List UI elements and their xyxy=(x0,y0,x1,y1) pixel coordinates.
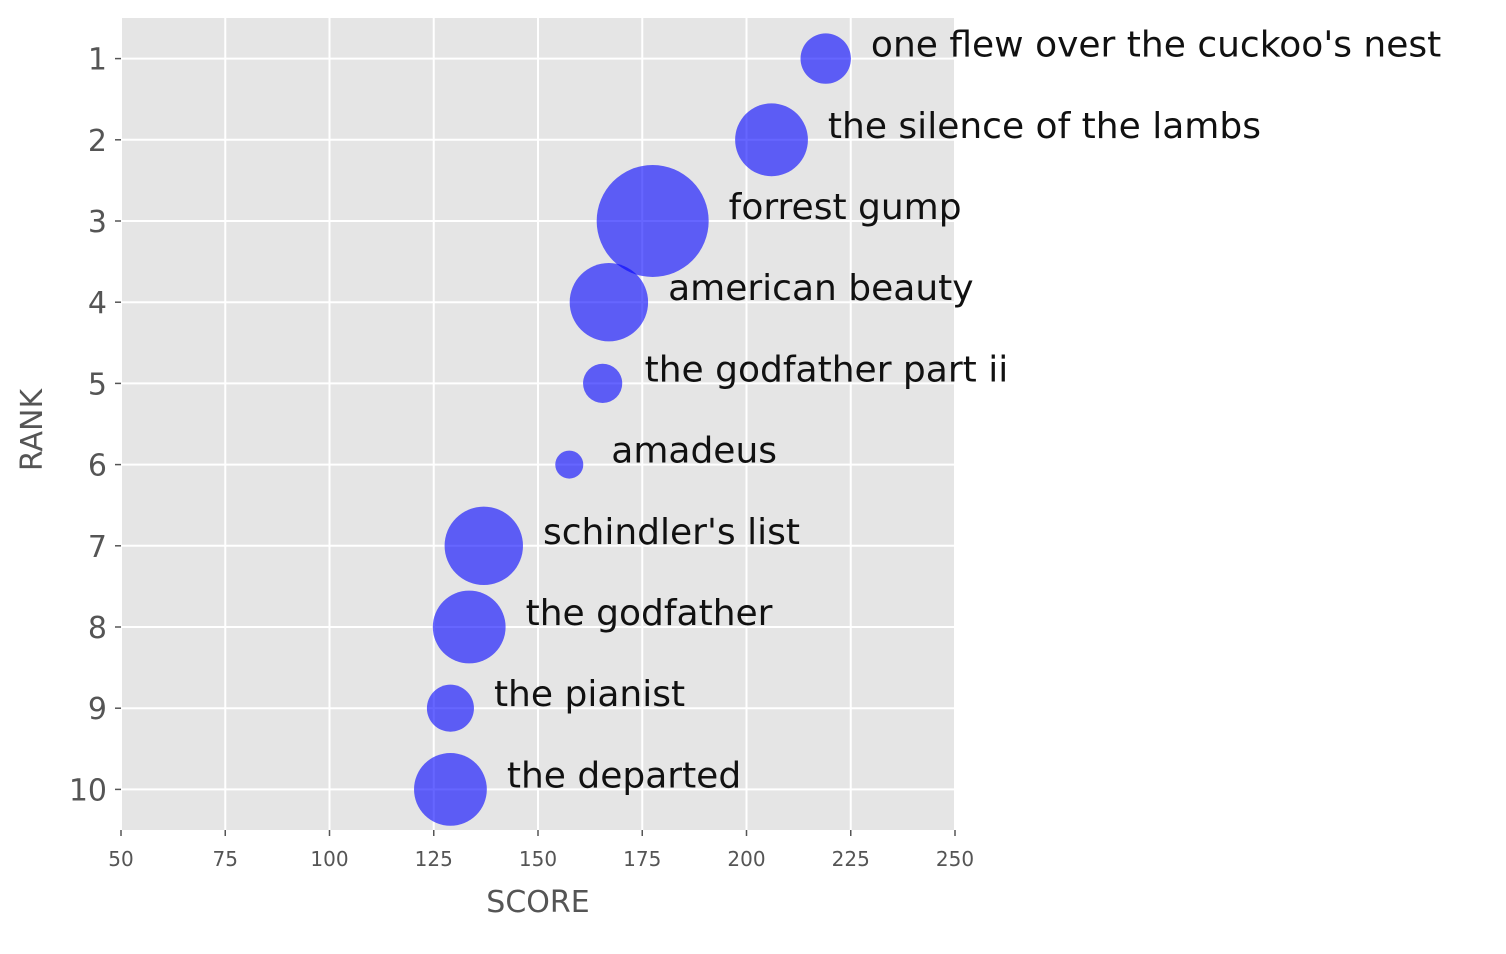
y-tick-label: 2 xyxy=(88,124,107,159)
y-tick-label: 10 xyxy=(69,773,107,808)
y-tick-label: 9 xyxy=(88,692,107,727)
point-label: the godfather part ii xyxy=(645,349,1009,390)
scatter-point xyxy=(414,753,487,826)
y-tick-label: 8 xyxy=(88,611,107,646)
point-label: american beauty xyxy=(668,268,974,309)
y-tick-label: 1 xyxy=(88,43,107,78)
x-axis-title: SCORE xyxy=(486,885,589,920)
point-label: the godfather xyxy=(526,593,773,634)
y-tick-label: 3 xyxy=(88,205,107,240)
point-label: one flew over the cuckoo's nest xyxy=(871,25,1441,66)
point-label: the silence of the lambs xyxy=(828,106,1261,147)
point-label: amadeus xyxy=(611,431,777,472)
scatter-point xyxy=(596,165,709,277)
y-axis-title: RANK xyxy=(15,388,50,472)
scatter-point xyxy=(555,450,584,479)
scatter-point xyxy=(444,506,523,585)
x-tick-label: 225 xyxy=(832,847,870,871)
scatter-point xyxy=(583,363,623,403)
y-tick-label: 7 xyxy=(88,530,107,565)
x-tick-label: 150 xyxy=(519,847,557,871)
x-tick-label: 200 xyxy=(727,847,765,871)
y-tick-label: 4 xyxy=(88,286,107,321)
point-label: forrest gump xyxy=(729,187,962,228)
x-tick-label: 175 xyxy=(623,847,661,871)
point-label: the departed xyxy=(507,755,741,796)
scatter-point xyxy=(800,33,851,84)
x-tick-label: 250 xyxy=(936,847,974,871)
scatter-point xyxy=(735,103,808,177)
y-tick-label: 6 xyxy=(88,449,107,484)
x-tick-label: 100 xyxy=(310,847,348,871)
x-tick-label: 125 xyxy=(415,847,453,871)
x-tick-label: 50 xyxy=(108,847,133,871)
point-label: the pianist xyxy=(494,674,685,715)
scatter-point xyxy=(426,684,474,732)
x-tick-label: 75 xyxy=(213,847,238,871)
scatter-point xyxy=(432,590,506,664)
scatter-point xyxy=(569,263,649,342)
y-tick-label: 5 xyxy=(88,367,107,402)
point-label: schindler's list xyxy=(543,512,800,553)
